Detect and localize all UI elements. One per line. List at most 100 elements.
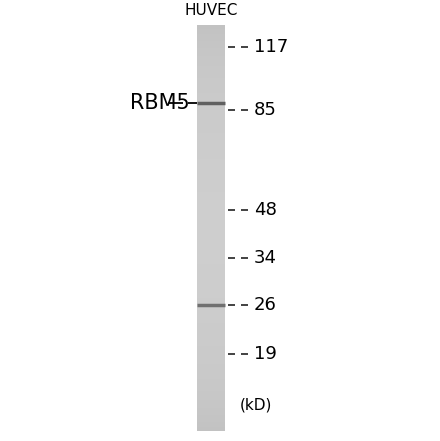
Bar (197, 127, 225, 130)
Bar (197, 235, 225, 237)
Bar (197, 190, 225, 191)
Bar (197, 364, 225, 366)
Bar (197, 40, 225, 42)
Bar (197, 226, 225, 228)
Bar (197, 137, 225, 139)
Bar (197, 306, 225, 308)
Bar (197, 67, 225, 69)
Bar (197, 121, 225, 123)
Bar (197, 345, 225, 347)
Bar (197, 86, 225, 88)
Bar (197, 334, 225, 336)
Bar (197, 37, 225, 39)
Bar (197, 133, 225, 135)
Bar (197, 110, 225, 112)
Bar (197, 218, 225, 220)
Bar (197, 262, 225, 265)
Bar (197, 317, 225, 318)
Bar (197, 221, 225, 223)
Bar (197, 233, 225, 235)
Bar (197, 89, 225, 90)
Bar (197, 241, 225, 243)
Bar (197, 142, 225, 144)
Bar (197, 225, 225, 227)
Bar (197, 44, 225, 46)
Bar (197, 304, 225, 306)
Bar (197, 296, 225, 298)
Bar (197, 207, 225, 209)
Bar (197, 30, 225, 32)
Bar (197, 379, 225, 381)
Bar (197, 71, 225, 73)
Text: 48: 48 (254, 201, 277, 219)
Bar (197, 353, 225, 355)
Bar (197, 61, 225, 64)
Bar (197, 99, 225, 101)
Bar (197, 102, 225, 104)
Bar (197, 326, 225, 328)
Bar (197, 194, 225, 196)
Bar (197, 302, 225, 303)
Bar (197, 118, 225, 120)
Bar (197, 257, 225, 259)
Bar (197, 327, 225, 329)
Bar (197, 249, 225, 251)
Bar (197, 156, 225, 158)
Bar (197, 45, 225, 47)
Bar (197, 419, 225, 421)
Bar (197, 122, 225, 124)
Bar (197, 355, 225, 356)
Bar (197, 385, 225, 387)
Bar (197, 250, 225, 252)
Bar (197, 113, 225, 115)
Bar (197, 260, 225, 262)
Bar (197, 63, 225, 65)
Bar (197, 201, 225, 202)
Bar (197, 66, 225, 67)
Bar (197, 101, 225, 102)
Bar (197, 427, 225, 429)
Bar (197, 210, 225, 212)
Bar (197, 330, 225, 332)
Bar (197, 426, 225, 428)
Bar (197, 215, 225, 217)
Bar (197, 41, 225, 43)
Bar (197, 149, 225, 151)
Bar (197, 165, 225, 167)
Bar (197, 321, 225, 322)
Bar (197, 369, 225, 371)
Bar (197, 59, 225, 60)
Bar (197, 29, 225, 31)
Bar (197, 145, 225, 147)
Bar (197, 313, 225, 314)
Bar (197, 220, 225, 221)
Bar (197, 252, 225, 254)
Bar (197, 416, 225, 419)
Bar (197, 322, 225, 324)
Bar (197, 361, 225, 363)
Bar (197, 410, 225, 411)
Bar (197, 264, 225, 266)
Bar (197, 47, 225, 49)
Bar (197, 198, 225, 200)
Bar (197, 60, 225, 62)
Bar (197, 93, 225, 94)
Bar (197, 350, 225, 352)
Bar (197, 340, 225, 341)
Bar (197, 25, 225, 27)
Bar (197, 332, 225, 333)
Bar (197, 187, 225, 189)
Bar (197, 290, 225, 292)
Bar (197, 329, 225, 331)
Bar (197, 286, 225, 288)
Bar (197, 202, 225, 204)
Bar (197, 384, 225, 386)
Bar (197, 229, 225, 231)
Bar (197, 91, 225, 93)
Bar (197, 357, 225, 359)
Bar (197, 310, 225, 312)
Bar (197, 349, 225, 351)
Bar (197, 395, 225, 397)
Bar (197, 53, 225, 55)
Bar (197, 403, 225, 405)
